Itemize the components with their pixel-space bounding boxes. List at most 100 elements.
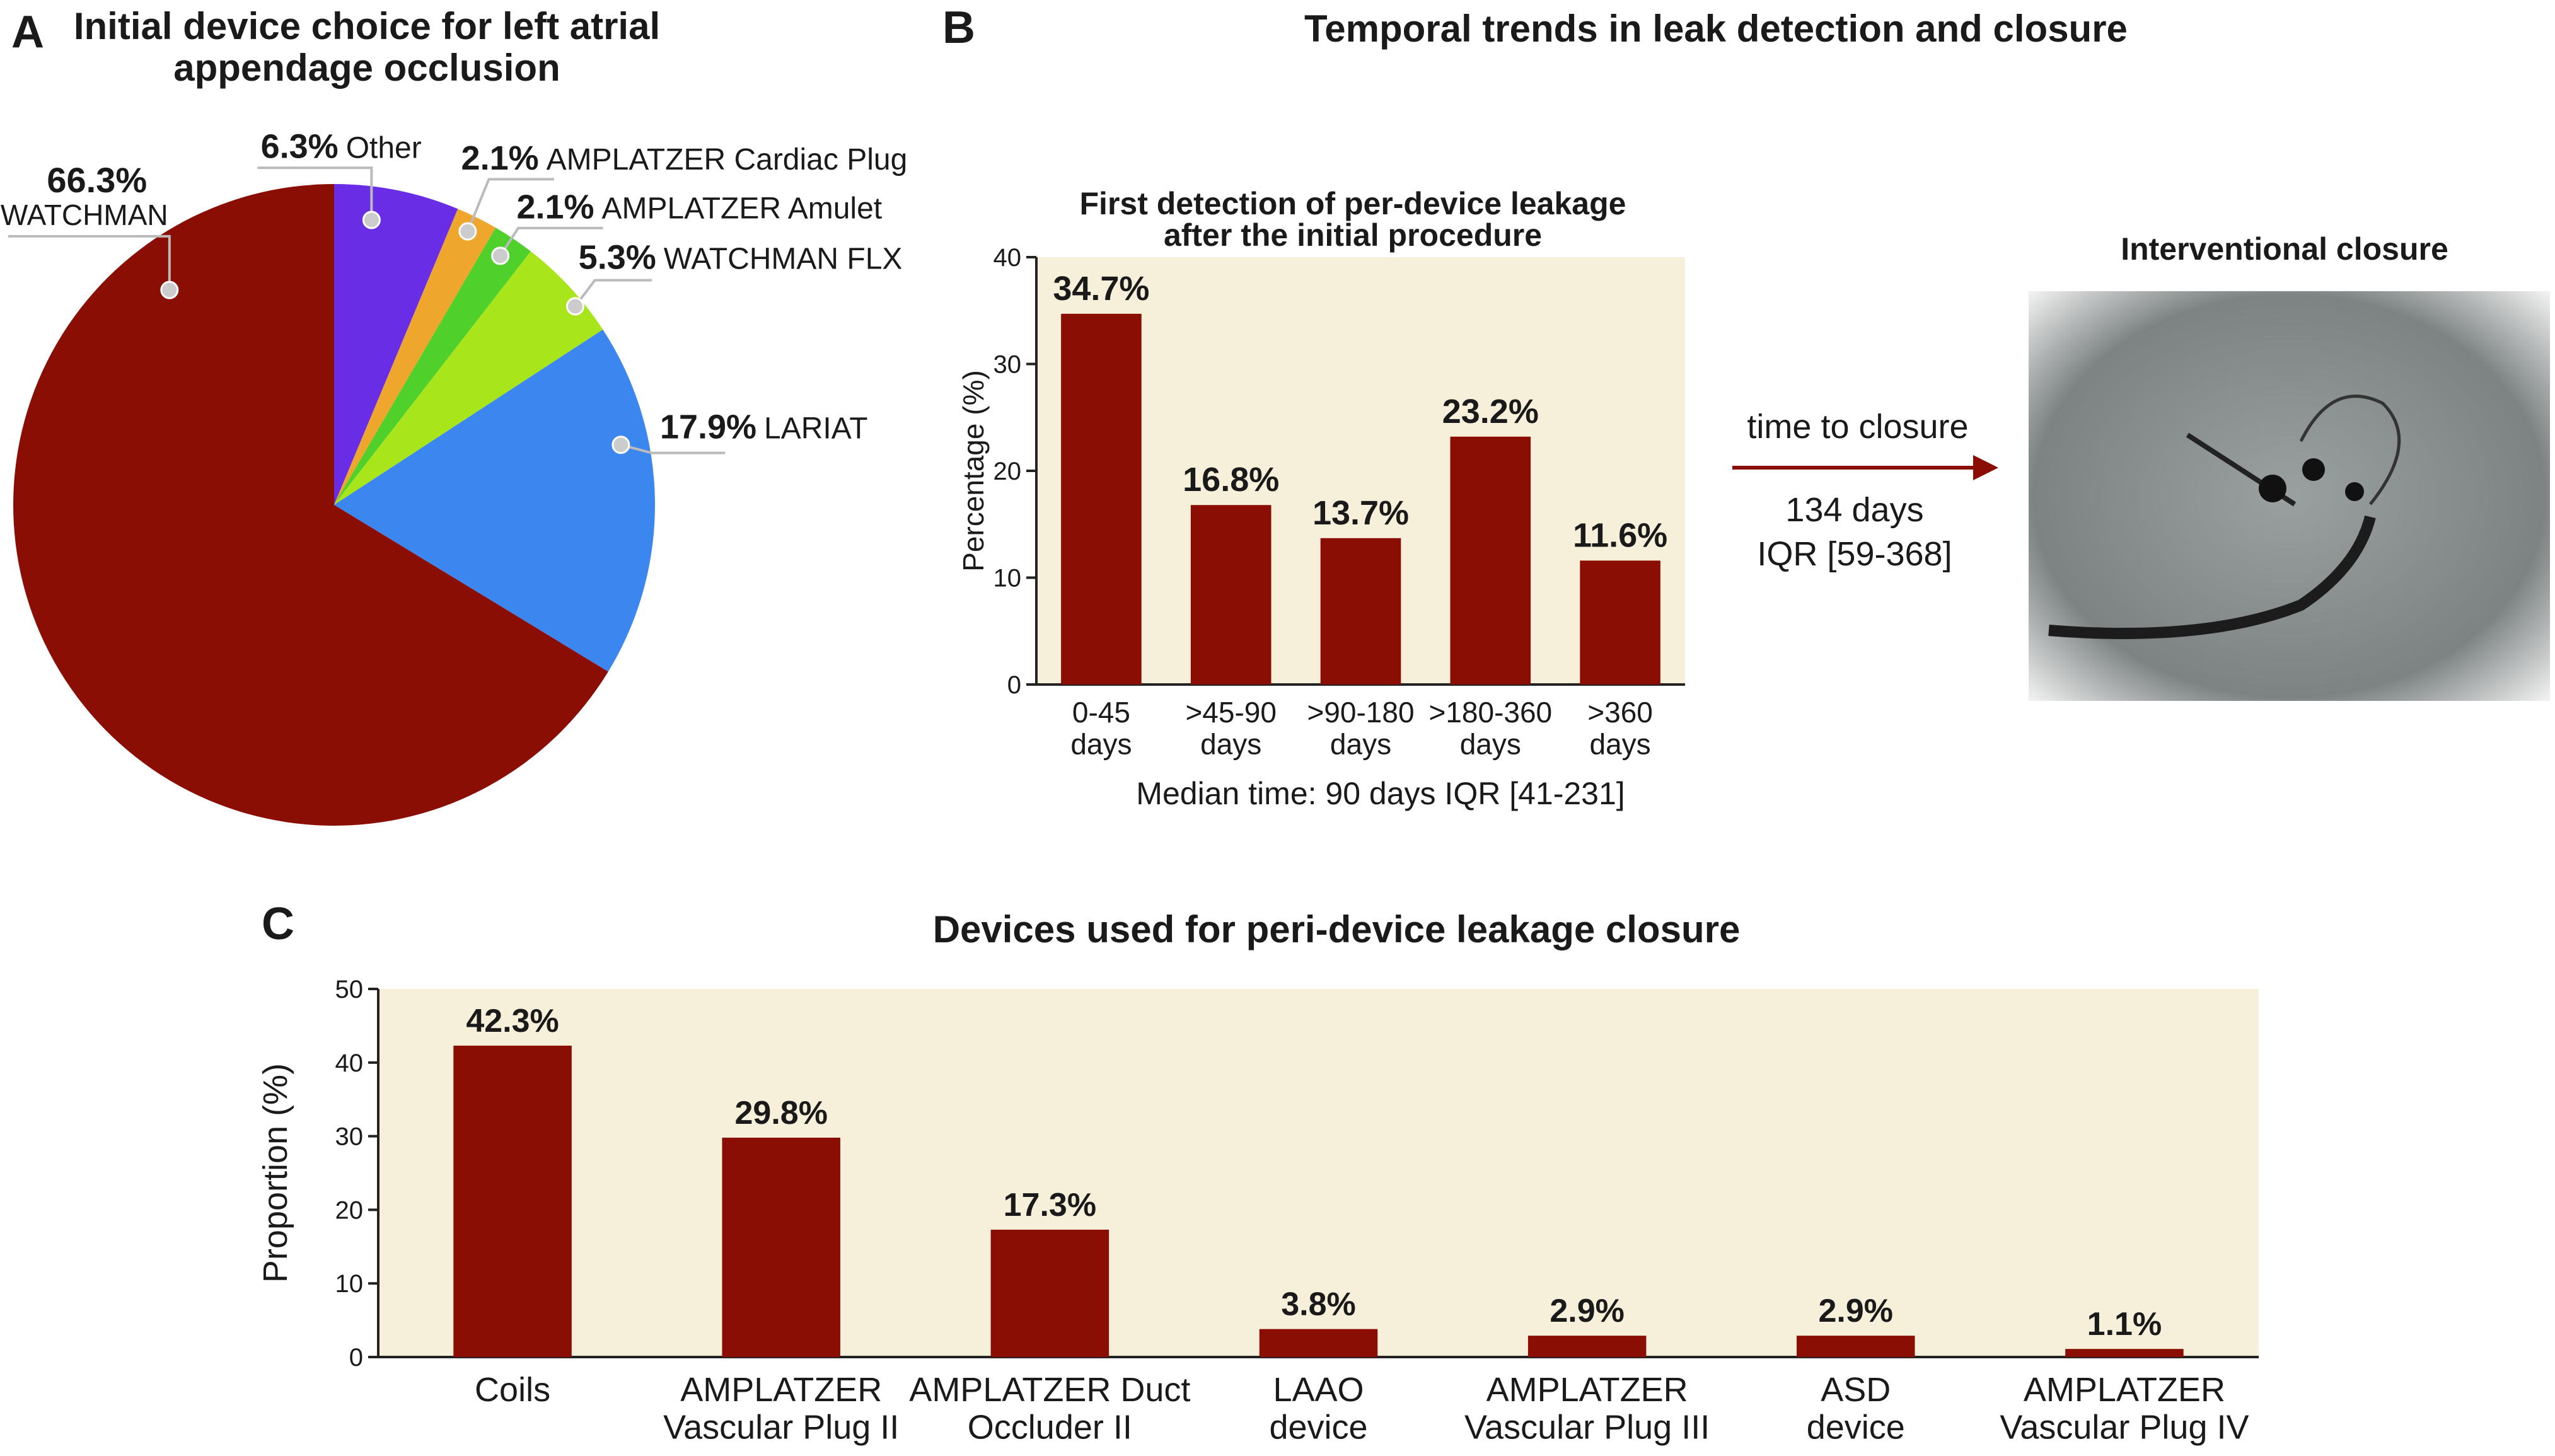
y-tick-label: 40 (335, 1049, 364, 1077)
bar (1797, 1336, 1915, 1357)
panel-title: Temporal trends in leak detection and cl… (1304, 8, 2128, 50)
y-tick-label: 20 (994, 458, 1022, 485)
slice-label-group: 6.3% Other (261, 128, 422, 166)
pie-slice (334, 251, 603, 505)
value-label: 1.1% (2087, 1306, 2162, 1343)
callout-line (574, 279, 652, 308)
value-label: 17.3% (1004, 1187, 1096, 1223)
arrow-label: time to closure (1747, 408, 1968, 446)
y-tick-label: 30 (335, 1123, 364, 1151)
y-tick-label: 10 (335, 1270, 364, 1298)
bar (1527, 1336, 1647, 1357)
x-tick-label: ASD device (1807, 1371, 1905, 1446)
x-tick-label: LAAO device (1269, 1371, 1367, 1446)
value-label: 23.2% (1442, 393, 1539, 430)
slice-label-group: 2.1% AMPLATZER Amulet (516, 188, 882, 226)
chart-title: Initial device choice for left atrial app… (74, 5, 660, 89)
bar (453, 1045, 572, 1357)
value-label: 17.9% (660, 408, 756, 446)
y-tick-label: 30 (994, 351, 1022, 379)
bar (1190, 505, 1272, 685)
bar (1061, 313, 1142, 685)
x-tick-label: AMPLATZER Duct Occluder II (909, 1371, 1190, 1446)
device (2345, 482, 2364, 501)
slice-label-group: 2.1% AMPLATZER Cardiac Plug (461, 139, 908, 177)
y-tick-label: 0 (349, 1344, 363, 1372)
slice-label: AMPLATZER Cardiac Plug (547, 143, 908, 176)
x-axis-label: Median time: 90 days IQR [41-231] (1136, 776, 1625, 811)
x-tick-label: >45-90 days (1185, 696, 1277, 761)
bar (1320, 538, 1401, 685)
value-label: 34.7% (1053, 270, 1149, 308)
chart-title: First detection of per-device leakage aft… (1080, 186, 1626, 253)
value-label: 2.1% (516, 188, 594, 226)
arrow-value: 134 days (1785, 491, 1923, 529)
panel-letter: A (11, 7, 44, 57)
x-tick-label: AMPLATZER Vascular Plug III (1464, 1371, 1710, 1446)
value-label: 2.9% (1550, 1293, 1625, 1329)
slice-label: AMPLATZER Amulet (602, 192, 883, 225)
bar (2065, 1349, 2184, 1357)
value-label: 29.8% (734, 1095, 827, 1131)
image-title: Interventional closure (2121, 231, 2448, 267)
callout-dot (458, 222, 477, 241)
x-tick-label: 0-45 days (1070, 696, 1132, 761)
slice-label: Other (346, 132, 422, 165)
callout-dot (611, 436, 630, 454)
callout-line (466, 178, 554, 232)
y-tick-label: 10 (994, 565, 1022, 592)
callout-line (8, 234, 171, 291)
x-tick-label: Coils (475, 1371, 550, 1409)
slice-label: WATCHMAN FLX (664, 243, 903, 276)
panel-letter: C (262, 899, 294, 949)
plot-background (378, 989, 2259, 1357)
device (2259, 475, 2286, 502)
callout-line (257, 166, 373, 220)
value-label: 11.6% (1573, 516, 1667, 554)
callout-dot (362, 211, 381, 229)
callout-line (620, 443, 726, 454)
callout-dot (566, 297, 585, 316)
xray-image (2029, 291, 2550, 701)
pie-slice (13, 184, 608, 826)
bar (1450, 436, 1531, 685)
value-label: 5.3% (579, 239, 656, 277)
xray-background (2029, 291, 2550, 701)
pie-slice (334, 209, 496, 505)
x-tick-label: >360 days (1587, 696, 1653, 761)
value-label: 3.8% (1281, 1286, 1356, 1323)
value-label: 2.9% (1819, 1293, 1894, 1329)
y-tick-label: 40 (994, 244, 1022, 272)
value-label: 66.3% (47, 160, 147, 200)
slice-label-group: 5.3% WATCHMAN FLX (579, 239, 903, 277)
x-tick-label: >90-180 days (1307, 696, 1414, 761)
arrow-head (1973, 455, 1998, 480)
value-label: 16.8% (1183, 461, 1279, 499)
x-tick-label: AMPLATZER Vascular Plug II (663, 1371, 899, 1446)
coil (2299, 395, 2401, 506)
slice-label: LARIAT (764, 412, 867, 445)
panel-letter: B (942, 3, 975, 53)
y-axis-label: Proportion (%) (257, 1063, 294, 1283)
value-label: 13.7% (1312, 494, 1409, 532)
bar (990, 1229, 1109, 1357)
x-tick-label: AMPLATZER Vascular Plug IV (2000, 1371, 2249, 1446)
y-tick-label: 50 (335, 976, 364, 1003)
pie-slice (334, 184, 458, 505)
slice-label-group: 17.9% LARIAT (660, 408, 868, 446)
value-label: 6.3% (261, 128, 339, 166)
x-tick-label: >180-360 days (1428, 696, 1552, 761)
value-label: 42.3% (466, 1003, 559, 1039)
callout-dot (160, 280, 179, 299)
chart-title: Devices used for peri-device leakage clo… (933, 908, 1741, 950)
bar (1580, 560, 1660, 685)
y-tick-label: 0 (1007, 671, 1021, 699)
pie-slice (334, 329, 655, 672)
pie-slice (334, 228, 531, 505)
y-axis-label: Percentage (%) (957, 370, 990, 572)
device (2302, 458, 2325, 481)
bar (722, 1137, 840, 1357)
callout-dot (491, 246, 510, 265)
